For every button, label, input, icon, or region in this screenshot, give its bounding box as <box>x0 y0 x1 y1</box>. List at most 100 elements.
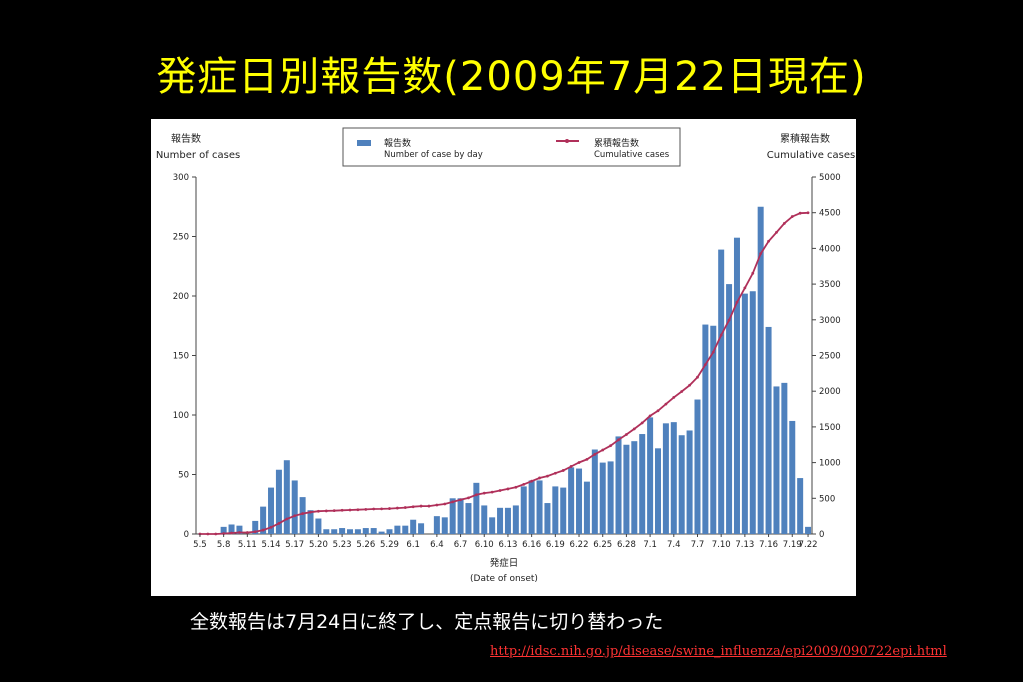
cumulative-point <box>530 479 534 483</box>
cumulative-point <box>648 414 652 418</box>
x-axis-label-en: (Date of onset) <box>470 574 538 584</box>
left-axis-label-ja: 報告数 <box>171 132 201 145</box>
x-tick-label: 7.4 <box>667 540 681 550</box>
x-tick-label: 7.19 <box>783 540 802 550</box>
cumulative-point <box>222 532 226 535</box>
x-tick-label: 7.16 <box>759 540 778 550</box>
cumulative-point <box>632 427 636 431</box>
bar <box>307 510 314 534</box>
cumulative-point <box>798 211 802 215</box>
right-tick-label: 4500 <box>819 209 841 219</box>
bar <box>275 469 282 534</box>
cumulative-point <box>372 507 376 511</box>
cumulative-point <box>317 509 320 513</box>
cumulative-point <box>514 485 518 489</box>
cumulative-point <box>538 476 541 480</box>
bar <box>489 517 496 534</box>
cumulative-point <box>459 498 462 502</box>
cumulative-point <box>743 286 747 290</box>
bar <box>560 487 567 534</box>
cumulative-point <box>767 239 770 243</box>
bar <box>402 525 409 534</box>
source-link[interactable]: http://idsc.nih.go.jp/disease/swine_infl… <box>490 644 947 659</box>
x-tick-label: 6.4 <box>430 540 444 550</box>
bar <box>607 461 614 534</box>
cumulative-point <box>506 487 510 491</box>
cumulative-point <box>546 474 549 478</box>
x-tick-label: 5.5 <box>193 540 207 550</box>
bar <box>465 503 472 534</box>
right-tick-label: 4000 <box>819 244 841 254</box>
bar <box>749 291 756 534</box>
x-tick-label: 5.20 <box>309 540 328 550</box>
bar <box>497 507 504 534</box>
legend-bar-label: 報告数 <box>384 137 411 149</box>
bar <box>702 324 709 534</box>
bar <box>733 237 740 534</box>
bar <box>283 460 290 534</box>
bar <box>741 293 748 534</box>
bar <box>457 498 464 534</box>
bar <box>449 498 456 534</box>
x-tick-label: 6.25 <box>593 540 612 550</box>
right-tick-label: 5000 <box>819 173 841 183</box>
cumulative-point <box>601 448 605 452</box>
bar <box>623 444 630 534</box>
bar <box>504 507 511 534</box>
right-tick-label: 500 <box>819 494 835 504</box>
legend: 報告数 Number of case by day 累積報告数 Cumulati… <box>342 127 681 167</box>
cumulative-point <box>451 500 455 504</box>
bar <box>765 326 772 534</box>
cumulative-point <box>672 396 676 399</box>
bar <box>220 526 227 534</box>
chart-svg: 報告数 Number of cases 累積報告数 Cumulative cas… <box>156 127 855 584</box>
cumulative-point <box>332 509 336 513</box>
left-tick-label: 50 <box>178 471 189 481</box>
right-tick-label: 2000 <box>819 387 841 397</box>
legend-line-label-en: Cumulative cases <box>594 150 670 160</box>
bar <box>631 441 638 534</box>
cumulative-point <box>309 510 312 514</box>
cumulative-point <box>474 493 478 497</box>
x-tick-label: 6.19 <box>546 540 565 550</box>
cumulative-point <box>640 421 644 425</box>
bar <box>568 467 575 534</box>
cumulative-point <box>285 517 289 521</box>
bar <box>378 531 385 534</box>
x-axis-ticks: 5.5 5.8 5.11 5.14 5.17 5.20 5.23 5.26 5.29 6.1 6.4… <box>193 534 818 550</box>
bar <box>710 325 717 534</box>
cumulative-point <box>696 375 699 379</box>
bar <box>536 480 543 534</box>
bar <box>252 520 259 534</box>
cumulative-point <box>759 252 763 256</box>
x-tick-label: 7.22 <box>799 540 818 550</box>
bar <box>583 481 590 534</box>
bar <box>520 486 527 534</box>
bar <box>599 462 606 534</box>
cumulative-point <box>735 300 739 304</box>
x-tick-label: 6.7 <box>454 540 468 550</box>
bar <box>370 528 377 534</box>
bar <box>418 523 425 534</box>
chart-panel: 報告数 Number of cases 累積報告数 Cumulative cas… <box>151 119 856 596</box>
cumulative-line-path <box>199 211 809 535</box>
bar <box>576 468 583 534</box>
cumulative-point <box>419 504 423 508</box>
cumulative-point <box>522 482 526 486</box>
x-tick-label: 5.23 <box>333 540 352 550</box>
bar <box>615 436 622 534</box>
bar <box>394 525 401 534</box>
cumulative-point <box>427 504 431 508</box>
bar <box>789 420 796 534</box>
bar <box>512 505 519 534</box>
left-axis-ticks: 0 50 100 150 200 250 300 <box>173 173 196 540</box>
cumulative-point <box>230 531 233 535</box>
bar <box>639 434 646 534</box>
bar <box>331 529 338 534</box>
right-axis-label-ja: 累積報告数 <box>780 132 830 145</box>
cumulative-point <box>569 465 573 468</box>
right-tick-label: 3500 <box>819 280 841 290</box>
cumulative-point <box>356 508 360 512</box>
cumulative-point <box>585 457 589 461</box>
bar <box>726 284 733 534</box>
